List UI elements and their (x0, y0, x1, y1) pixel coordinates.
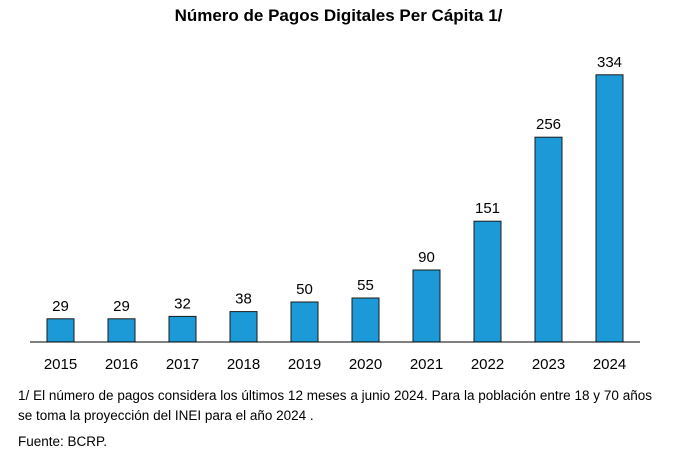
bar-chart: 29 29 32 38 50 55 90 151 256 334 2015 2016 2017 2018… (30, 54, 640, 373)
data-label-2020: 55 (357, 277, 374, 294)
data-label-2018: 38 (235, 291, 252, 308)
x-tick-label-2017: 2017 (166, 356, 199, 373)
bar-2018 (229, 311, 258, 343)
data-label-2021: 90 (418, 249, 435, 266)
x-tick-label-2016: 2016 (105, 356, 138, 373)
bar-2021 (412, 269, 441, 343)
bar-2024 (595, 74, 624, 343)
footnote-note: 1/ El número de pagos considera los últi… (18, 388, 652, 423)
bar-2015 (46, 318, 75, 343)
bar-2016 (107, 318, 136, 343)
data-label-2015: 29 (52, 298, 69, 315)
data-label-2019: 50 (296, 281, 313, 298)
data-label-2017: 32 (174, 295, 191, 312)
x-tick-label-2018: 2018 (227, 356, 260, 373)
data-label-2023: 256 (536, 116, 561, 133)
x-tick-label-2021: 2021 (410, 356, 443, 373)
data-label-2024: 334 (597, 54, 622, 71)
footnote-source: Fuente: BCRP. (18, 434, 108, 449)
data-label-2016: 29 (113, 298, 130, 315)
bar-2020 (351, 297, 380, 343)
bar-2019 (290, 301, 319, 343)
x-tick-label-2020: 2020 (349, 356, 382, 373)
x-tick-label-2023: 2023 (532, 356, 565, 373)
x-tick-label-2015: 2015 (44, 356, 77, 373)
x-tick-label-2024: 2024 (593, 356, 626, 373)
bar-2022 (473, 220, 502, 343)
x-tick-label-2022: 2022 (471, 356, 504, 373)
bar-2023 (534, 136, 563, 343)
chart-title: Número de Pagos Digitales Per Cápita 1/ (174, 6, 503, 25)
bar-2017 (168, 315, 197, 343)
data-label-2022: 151 (475, 200, 500, 217)
x-tick-label-2019: 2019 (288, 356, 321, 373)
